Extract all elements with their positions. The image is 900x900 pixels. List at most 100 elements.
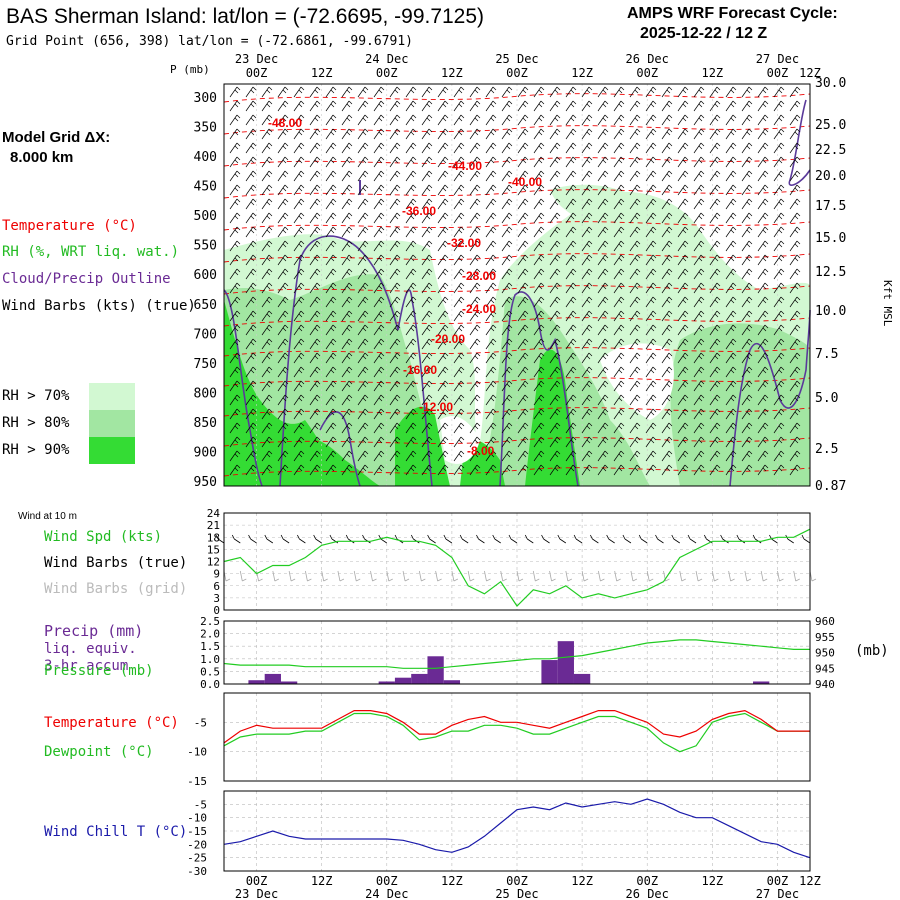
upper-wind-barb (245, 338, 257, 350)
top-hour-label: 12Z (571, 66, 593, 80)
upper-wind-barb (437, 198, 449, 210)
upper-wind-barb (645, 380, 657, 392)
upper-wind-barb (469, 338, 481, 350)
upper-wind-barb (645, 240, 657, 252)
upper-wind-barb (565, 450, 577, 462)
upper-wind-barb (325, 380, 337, 392)
upper-wind-barb (453, 338, 465, 350)
upper-wind-barb (613, 338, 625, 350)
upper-wind-barb (245, 268, 257, 280)
upper-wind-barb (453, 366, 465, 378)
top-time-axis: 00Z 12Z 00Z 12Z 00Z 12Z 00Z 12Z 00Z 12Z 23 Dec 24 D… (235, 52, 821, 80)
upper-wind-barb (597, 366, 609, 378)
upper-wind-barb (709, 142, 721, 154)
upper-wind-barb (629, 366, 641, 378)
y-tick-label: 2.5 (200, 615, 220, 628)
upper-wind-barb (613, 296, 625, 308)
upper-wind-barb (645, 268, 657, 280)
upper-wind-barb (741, 450, 753, 462)
upper-wind-barb (501, 142, 513, 154)
upper-wind-barb (469, 142, 481, 154)
upper-wind-barb (277, 310, 289, 322)
upper-wind-barb (277, 422, 289, 434)
upper-wind-barb (645, 184, 657, 196)
upper-wind-barb (373, 296, 385, 308)
upper-wind-barb (773, 226, 785, 238)
upper-wind-barb (645, 436, 657, 448)
upper-wind-barb (549, 282, 561, 294)
upper-wind-barb (645, 310, 657, 322)
upper-wind-barb (709, 296, 721, 308)
upper-wind-barb (693, 394, 705, 406)
upper-wind-barb (741, 282, 753, 294)
upper-wind-barb (677, 170, 689, 182)
upper-wind-barb (453, 86, 465, 98)
upper-wind-barb (549, 310, 561, 322)
upper-wind-barb (693, 170, 705, 182)
upper-wind-barb (485, 142, 497, 154)
upper-wind-barb (581, 114, 593, 126)
upper-wind-barb (581, 296, 593, 308)
upper-wind-barb (789, 212, 801, 224)
upper-wind-barb (293, 226, 305, 238)
upper-wind-barb (597, 464, 609, 476)
upper-wind-barb (373, 436, 385, 448)
upper-wind-barb (693, 366, 705, 378)
upper-wind-barb (597, 352, 609, 364)
upper-wind-barb (405, 212, 417, 224)
upper-wind-barb (581, 198, 593, 210)
upper-wind-barb (293, 422, 305, 434)
surface-wind-barb-grid (646, 570, 654, 582)
upper-wind-barb (661, 100, 673, 112)
upper-wind-barb (773, 156, 785, 168)
upper-wind-barb (293, 254, 305, 266)
upper-wind-barb (485, 114, 497, 126)
surface-wind-barb-true (394, 534, 404, 544)
chart-subtitle: Grid Point (656, 398) lat/lon = (-72.686… (6, 34, 413, 49)
upper-wind-barb (533, 226, 545, 238)
upper-wind-barb (389, 352, 401, 364)
upper-wind-barb (725, 268, 737, 280)
upper-wind-barb (389, 86, 401, 98)
upper-wind-barb (709, 282, 721, 294)
upper-wind-barb (789, 198, 801, 210)
upper-wind-barb (421, 324, 433, 336)
upper-wind-barb (437, 296, 449, 308)
upper-wind-barb (789, 100, 801, 112)
upper-wind-barb (645, 352, 657, 364)
upper-wind-barb (277, 282, 289, 294)
surface-wind-barb-true (280, 534, 290, 544)
upper-wind-barb (789, 268, 801, 280)
upper-wind-barb (677, 296, 689, 308)
upper-wind-barb (389, 170, 401, 182)
precip-label: Precip (mm) (44, 622, 143, 640)
upper-wind-barb (677, 450, 689, 462)
upper-wind-barb (229, 128, 241, 140)
upper-wind-barb (421, 142, 433, 154)
upper-wind-barb (437, 86, 449, 98)
upper-wind-barb (501, 436, 513, 448)
upper-wind-barb (597, 310, 609, 322)
upper-wind-barb (373, 352, 385, 364)
upper-wind-barb (373, 184, 385, 196)
upper-wind-barb (245, 212, 257, 224)
surface-wind-barb-true (215, 534, 225, 544)
upper-wind-barb (741, 170, 753, 182)
upper-wind-barb (437, 310, 449, 322)
top-hour-label: 00Z (506, 66, 528, 80)
upper-wind-barb (661, 142, 673, 154)
upper-wind-barb (309, 142, 321, 154)
upper-wind-barb (405, 394, 417, 406)
upper-wind-barb (453, 352, 465, 364)
upper-wind-barb (517, 338, 529, 350)
height-tick-label: 15.0 (815, 231, 846, 246)
upper-wind-barb (277, 352, 289, 364)
upper-wind-barb (229, 114, 241, 126)
upper-wind-barb (581, 100, 593, 112)
upper-wind-barb (789, 352, 801, 364)
upper-wind-barb (421, 464, 433, 476)
upper-wind-barb (469, 464, 481, 476)
upper-wind-barb (229, 282, 241, 294)
bottom-hour-label: 12Z (799, 874, 821, 888)
upper-wind-barb (501, 450, 513, 462)
